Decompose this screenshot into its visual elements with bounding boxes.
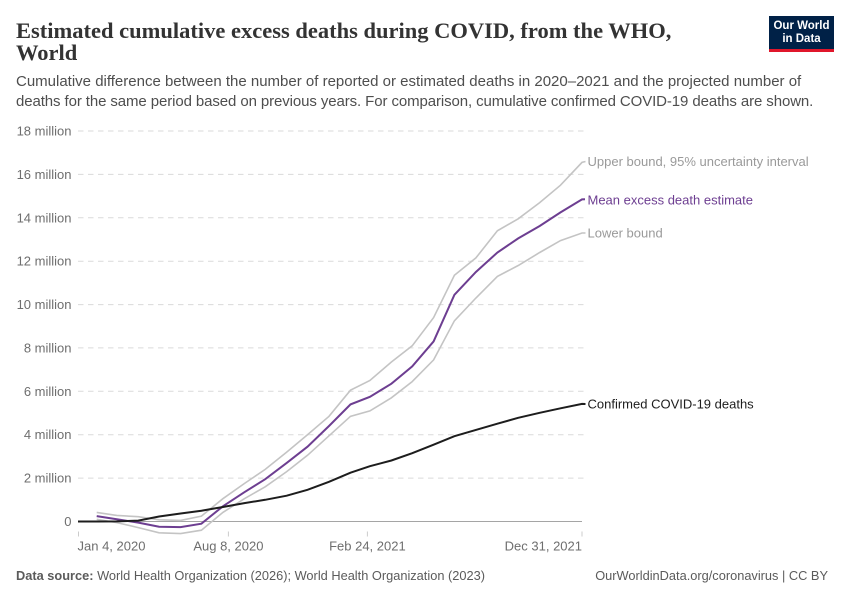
svg-text:12 million: 12 million: [17, 254, 72, 269]
svg-text:Mean excess death estimate: Mean excess death estimate: [588, 193, 753, 208]
svg-text:Upper bound, 95% uncertainty i: Upper bound, 95% uncertainty interval: [588, 154, 809, 169]
svg-text:16 million: 16 million: [17, 167, 72, 182]
svg-text:Feb 24, 2021: Feb 24, 2021: [329, 539, 406, 554]
svg-text:0: 0: [64, 514, 71, 529]
svg-text:Lower bound: Lower bound: [588, 226, 663, 241]
svg-text:Confirmed COVID-19 deaths: Confirmed COVID-19 deaths: [588, 397, 755, 412]
svg-text:18 million: 18 million: [17, 124, 72, 139]
svg-text:4 million: 4 million: [24, 427, 72, 442]
svg-text:Dec 31, 2021: Dec 31, 2021: [505, 539, 582, 554]
svg-text:10 million: 10 million: [17, 297, 72, 312]
svg-text:8 million: 8 million: [24, 340, 72, 355]
svg-text:Jan 4, 2020: Jan 4, 2020: [78, 539, 146, 554]
svg-text:2 million: 2 million: [24, 471, 72, 486]
svg-text:Aug 8, 2020: Aug 8, 2020: [193, 539, 263, 554]
svg-text:14 million: 14 million: [17, 210, 72, 225]
svg-text:6 million: 6 million: [24, 384, 72, 399]
